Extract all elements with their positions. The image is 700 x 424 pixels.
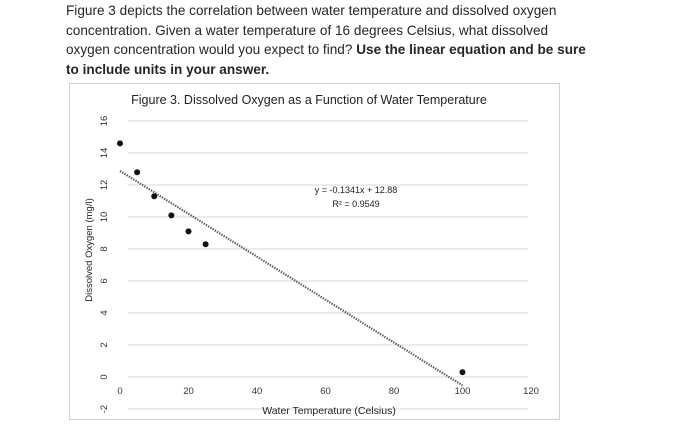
data-point (459, 369, 466, 376)
data-point (117, 140, 123, 147)
dissolved-oxygen-chart: Figure 3. Dissolved Oxygen as a Function… (84, 93, 539, 417)
data-point (168, 212, 175, 219)
chart-title: Figure 3. Dissolved Oxygen as a Function… (131, 93, 487, 107)
y-tick-label: 16 (99, 116, 110, 127)
data-point (202, 241, 209, 248)
y-tick-label: -2 (99, 405, 110, 413)
y-tick-label: 10 (99, 212, 110, 223)
question-text: Figure 3 depicts the correlation between… (66, 1, 586, 79)
x-tick-label: 120 (523, 386, 539, 397)
y-tick-label: 0 (99, 374, 110, 379)
trendline (119, 169, 464, 387)
chart-frame: Figure 3. Dissolved Oxygen as a Function… (69, 83, 560, 420)
r-squared-label: R² = 0.9549 (332, 199, 379, 209)
x-axis-label: Water Temperature (Celsius) (262, 405, 396, 417)
x-tick-label: 40 (252, 386, 263, 397)
x-tick-label: 20 (183, 386, 194, 397)
y-axis-label: Dissolved Oxygen (mg/l) (84, 198, 95, 301)
x-tick-label: 80 (389, 386, 400, 397)
x-tick-label: 100 (455, 386, 471, 397)
y-tick-label: 14 (99, 148, 110, 159)
question-body: Figure 3 depicts the correlation between… (66, 3, 557, 57)
data-point (134, 169, 141, 176)
equation-label: y = -0.1341x + 12.88 (315, 185, 398, 195)
question-instruction: Use the linear equation and be sure to i… (66, 42, 586, 77)
y-tick-label: 2 (99, 342, 110, 347)
x-tick-label: 0 (117, 386, 122, 397)
data-point (185, 228, 192, 235)
y-tick-label: 4 (99, 310, 110, 315)
x-tick-label: 60 (320, 386, 331, 397)
y-tick-label: 8 (99, 246, 110, 251)
data-point (151, 193, 158, 200)
y-tick-label: 6 (99, 278, 110, 283)
y-tick-label: 12 (99, 180, 110, 191)
